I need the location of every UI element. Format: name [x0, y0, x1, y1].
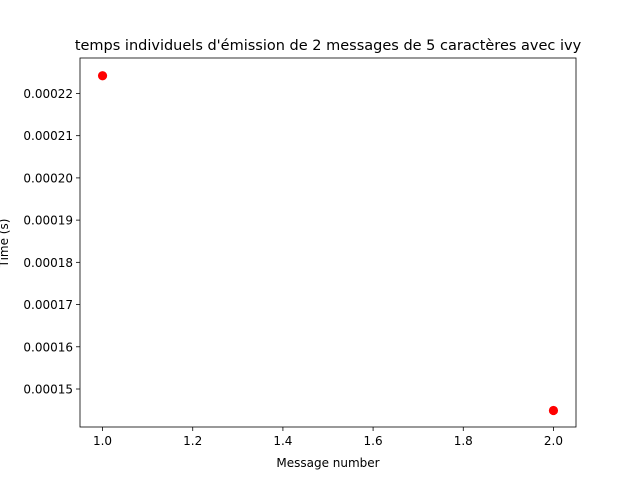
y-axis-label: Time (s): [0, 219, 11, 269]
x-tick-label: 1.4: [273, 434, 292, 448]
y-tick-label: 0.00016: [23, 340, 73, 354]
x-tick-label: 1.0: [93, 434, 112, 448]
y-tick-label: 0.00022: [23, 87, 73, 101]
axes-frame: [79, 57, 577, 428]
chart-title: temps individuels d'émission de 2 messag…: [75, 38, 582, 54]
plot-area: 1.0 1.2 1.4 1.6 1.8 2.0 0.00015 0.00016 0.00017 0…: [23, 57, 577, 448]
data-point: [548, 405, 559, 416]
y-tick-label: 0.00020: [23, 171, 73, 185]
y-tick-label: 0.00017: [23, 298, 73, 312]
y-tick-label: 0.00015: [23, 383, 73, 397]
data-point: [97, 71, 108, 81]
y-tick-label: 0.00021: [23, 129, 73, 143]
y-tick-label: 0.00019: [23, 214, 73, 228]
x-tick-label: 1.2: [183, 434, 202, 448]
x-tick-label: 2.0: [544, 434, 563, 448]
y-tick-label: 0.00018: [23, 256, 73, 270]
x-tick-label: 1.8: [454, 434, 473, 448]
x-tick-label: 1.6: [364, 434, 383, 448]
x-axis-label: Message number: [276, 456, 379, 470]
